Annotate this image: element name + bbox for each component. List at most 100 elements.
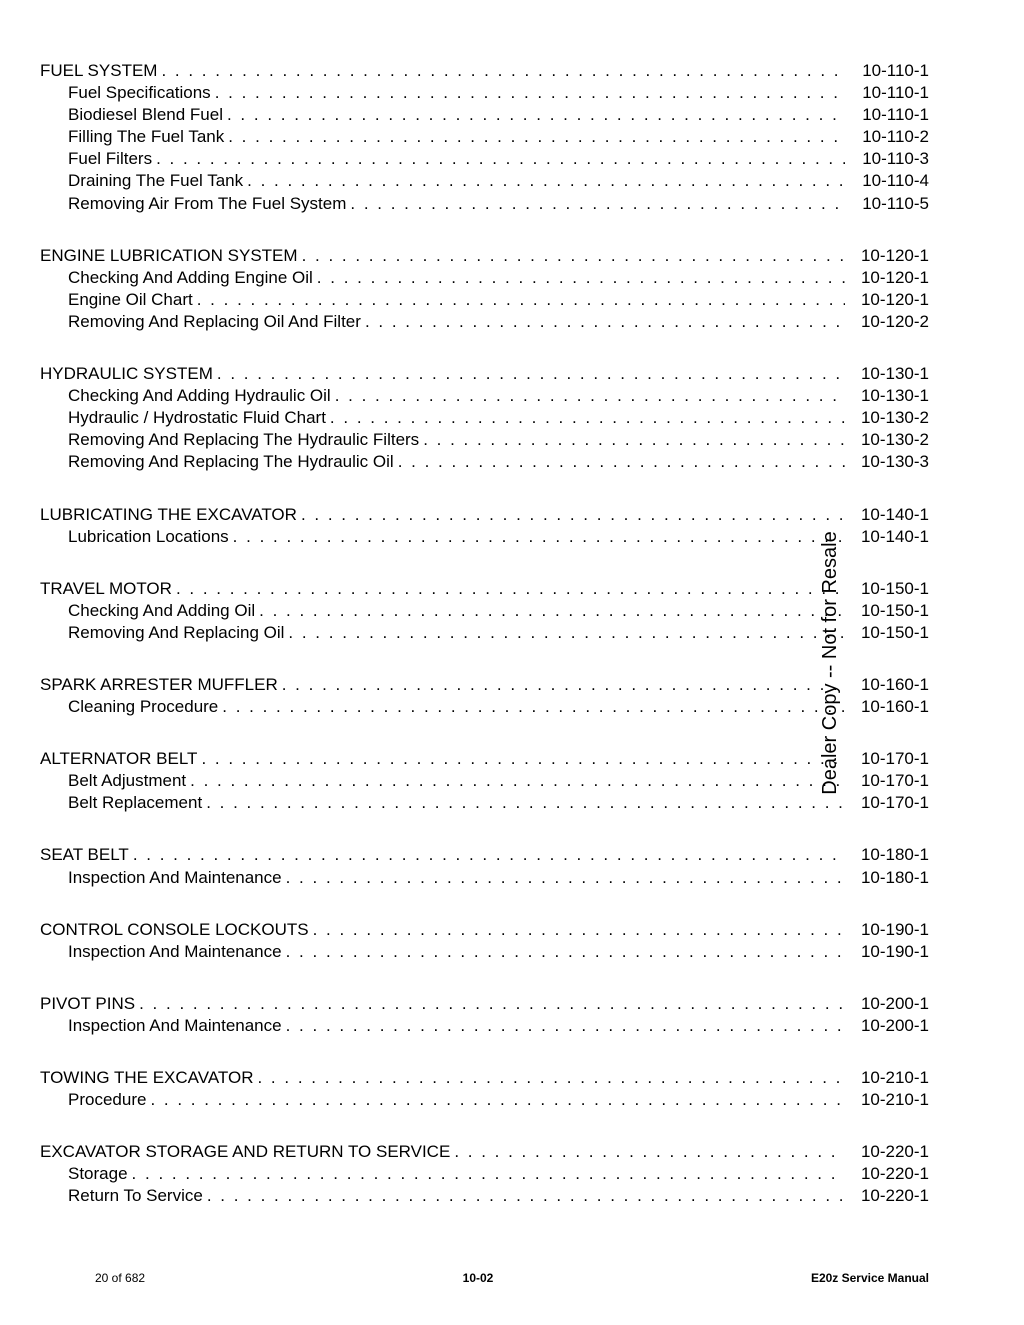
toc-entry-title: Draining The Fuel Tank bbox=[68, 170, 243, 192]
toc-entry-page: 10-110-1 bbox=[849, 82, 929, 104]
toc-entry-page: 10-140-1 bbox=[849, 526, 929, 548]
toc-entry-title: Inspection And Maintenance bbox=[68, 941, 282, 963]
toc-entry-page: 10-180-1 bbox=[849, 867, 929, 889]
toc-entry-page: 10-130-1 bbox=[849, 385, 929, 407]
toc-entry-title: Engine Oil Chart bbox=[68, 289, 193, 311]
toc-subentry: Lubrication Locations 10-140-1 bbox=[40, 526, 929, 548]
toc-section: TRAVEL MOTOR 10-150-1Checking And Adding… bbox=[40, 578, 929, 644]
toc-leader-dots bbox=[454, 1141, 845, 1163]
toc-entry-page: 10-220-1 bbox=[849, 1163, 929, 1185]
toc-entry-page: 10-130-2 bbox=[849, 429, 929, 451]
toc-leader-dots bbox=[161, 60, 845, 82]
toc-subentry: Draining The Fuel Tank 10-110-4 bbox=[40, 170, 929, 192]
toc-subentry: Fuel Specifications 10-110-1 bbox=[40, 82, 929, 104]
toc-entry-page: 10-190-1 bbox=[849, 919, 929, 941]
toc-entry-title: Belt Replacement bbox=[68, 792, 202, 814]
toc-leader-dots bbox=[207, 1185, 845, 1207]
toc-section: ENGINE LUBRICATION SYSTEM 10-120-1 Checki… bbox=[40, 245, 929, 333]
toc-entry-page: 10-120-1 bbox=[849, 289, 929, 311]
toc-entry-title: Removing And Replacing Oil bbox=[68, 622, 284, 644]
toc-entry-page: 10-110-1 bbox=[849, 104, 929, 126]
toc-leader-dots bbox=[133, 844, 845, 866]
toc-entry-page: 10-200-1 bbox=[849, 993, 929, 1015]
toc-entry-title: FUEL SYSTEM bbox=[40, 60, 157, 82]
toc-entry-page: 10-150-1 bbox=[849, 578, 929, 600]
footer-manual-title: E20z Service Manual bbox=[811, 1271, 929, 1285]
toc-leader-dots bbox=[286, 867, 845, 889]
toc-section-heading: PIVOT PINS 10-200-1 bbox=[40, 993, 929, 1015]
toc-entry-title: Hydraulic / Hydrostatic Fluid Chart bbox=[68, 407, 326, 429]
toc-entry-page: 10-150-1 bbox=[849, 600, 929, 622]
toc-entry-page: 10-200-1 bbox=[849, 1015, 929, 1037]
toc-entry-page: 10-120-2 bbox=[849, 311, 929, 333]
toc-entry-title: Removing Air From The Fuel System bbox=[68, 193, 346, 215]
toc-entry-title: Checking And Adding Engine Oil bbox=[68, 267, 313, 289]
toc-entry-page: 10-120-1 bbox=[849, 267, 929, 289]
toc-section: TOWING THE EXCAVATOR 10-210-1 Procedure 1… bbox=[40, 1067, 929, 1111]
toc-section: PIVOT PINS 10-200-1Inspection And Mainte… bbox=[40, 993, 929, 1037]
toc-subentry: Removing And Replacing The Hydraulic Oil… bbox=[40, 451, 929, 473]
toc-entry-page: 10-210-1 bbox=[849, 1067, 929, 1089]
toc-subentry: Fuel Filters 10-110-3 bbox=[40, 148, 929, 170]
toc-entry-title: Return To Service bbox=[68, 1185, 203, 1207]
toc-section: CONTROL CONSOLE LOCKOUTS 10-190-1Inspect… bbox=[40, 919, 929, 963]
toc-entry-title: TRAVEL MOTOR bbox=[40, 578, 172, 600]
toc-leader-dots bbox=[197, 289, 845, 311]
toc-leader-dots bbox=[190, 770, 845, 792]
toc-leader-dots bbox=[206, 792, 845, 814]
toc-section: LUBRICATING THE EXCAVATOR 10-140-1Lubric… bbox=[40, 504, 929, 548]
toc-subentry: Engine Oil Chart 10-120-1 bbox=[40, 289, 929, 311]
toc-entry-page: 10-220-1 bbox=[849, 1185, 929, 1207]
toc-section-heading: TRAVEL MOTOR 10-150-1 bbox=[40, 578, 929, 600]
toc-leader-dots bbox=[313, 919, 845, 941]
toc-entry-page: 10-170-1 bbox=[849, 792, 929, 814]
toc-leader-dots bbox=[350, 193, 845, 215]
toc-section-heading: SEAT BELT 10-180-1 bbox=[40, 844, 929, 866]
toc-subentry: Belt Replacement 10-170-1 bbox=[40, 792, 929, 814]
toc-entry-title: Removing And Replacing The Hydraulic Fil… bbox=[68, 429, 419, 451]
toc-section: FUEL SYSTEM 10-110-1Fuel Specifications … bbox=[40, 60, 929, 215]
toc-entry-page: 10-110-4 bbox=[849, 170, 929, 192]
toc-leader-dots bbox=[335, 385, 845, 407]
toc-subentry: Hydraulic / Hydrostatic Fluid Chart 10-1… bbox=[40, 407, 929, 429]
toc-leader-dots bbox=[217, 363, 845, 385]
toc-leader-dots bbox=[398, 451, 845, 473]
toc-leader-dots bbox=[176, 578, 845, 600]
toc-entry-page: 10-150-1 bbox=[849, 622, 929, 644]
toc-subentry: Checking And Adding Oil 10-150-1 bbox=[40, 600, 929, 622]
toc-section: ALTERNATOR BELT 10-170-1Belt Adjustment … bbox=[40, 748, 929, 814]
toc-entry-title: Filling The Fuel Tank bbox=[68, 126, 224, 148]
toc-entry-page: 10-180-1 bbox=[849, 844, 929, 866]
page-footer: 20 of 682 10-02 E20z Service Manual bbox=[95, 1271, 929, 1285]
toc-entry-title: PIVOT PINS bbox=[40, 993, 135, 1015]
toc-section-heading: ALTERNATOR BELT 10-170-1 bbox=[40, 748, 929, 770]
toc-leader-dots bbox=[222, 696, 845, 718]
toc-entry-page: 10-210-1 bbox=[849, 1089, 929, 1111]
toc-entry-title: Removing And Replacing The Hydraulic Oil bbox=[68, 451, 394, 473]
toc-leader-dots bbox=[302, 245, 845, 267]
toc-leader-dots bbox=[423, 429, 845, 451]
toc-leader-dots bbox=[286, 941, 845, 963]
toc-subentry: Checking And Adding Hydraulic Oil 10-130… bbox=[40, 385, 929, 407]
toc-entry-title: LUBRICATING THE EXCAVATOR bbox=[40, 504, 297, 526]
toc-section: HYDRAULIC SYSTEM 10-130-1Checking And Ad… bbox=[40, 363, 929, 473]
toc-leader-dots bbox=[233, 526, 845, 548]
toc-subentry: Biodiesel Blend Fuel 10-110-1 bbox=[40, 104, 929, 126]
toc-subentry: Cleaning Procedure 10-160-1 bbox=[40, 696, 929, 718]
toc-entry-title: Procedure bbox=[68, 1089, 146, 1111]
toc-entry-title: Checking And Adding Oil bbox=[68, 600, 255, 622]
toc-entry-page: 10-170-1 bbox=[849, 770, 929, 792]
toc-leader-dots bbox=[228, 126, 845, 148]
toc-entry-title: Inspection And Maintenance bbox=[68, 867, 282, 889]
toc-entry-title: Biodiesel Blend Fuel bbox=[68, 104, 223, 126]
toc-entry-title: SPARK ARRESTER MUFFLER bbox=[40, 674, 278, 696]
toc-subentry: Removing Air From The Fuel System 10-110… bbox=[40, 193, 929, 215]
toc-section: SEAT BELT 10-180-1Inspection And Mainten… bbox=[40, 844, 929, 888]
toc-entry-title: ENGINE LUBRICATION SYSTEM bbox=[40, 245, 298, 267]
toc-subentry: Removing And Replacing The Hydraulic Fil… bbox=[40, 429, 929, 451]
toc-leader-dots bbox=[247, 170, 845, 192]
toc-entry-title: ALTERNATOR BELT bbox=[40, 748, 197, 770]
toc-leader-dots bbox=[201, 748, 845, 770]
toc-subentry: Removing And Replacing Oil 10-150-1 bbox=[40, 622, 929, 644]
toc-entry-title: TOWING THE EXCAVATOR bbox=[40, 1067, 253, 1089]
